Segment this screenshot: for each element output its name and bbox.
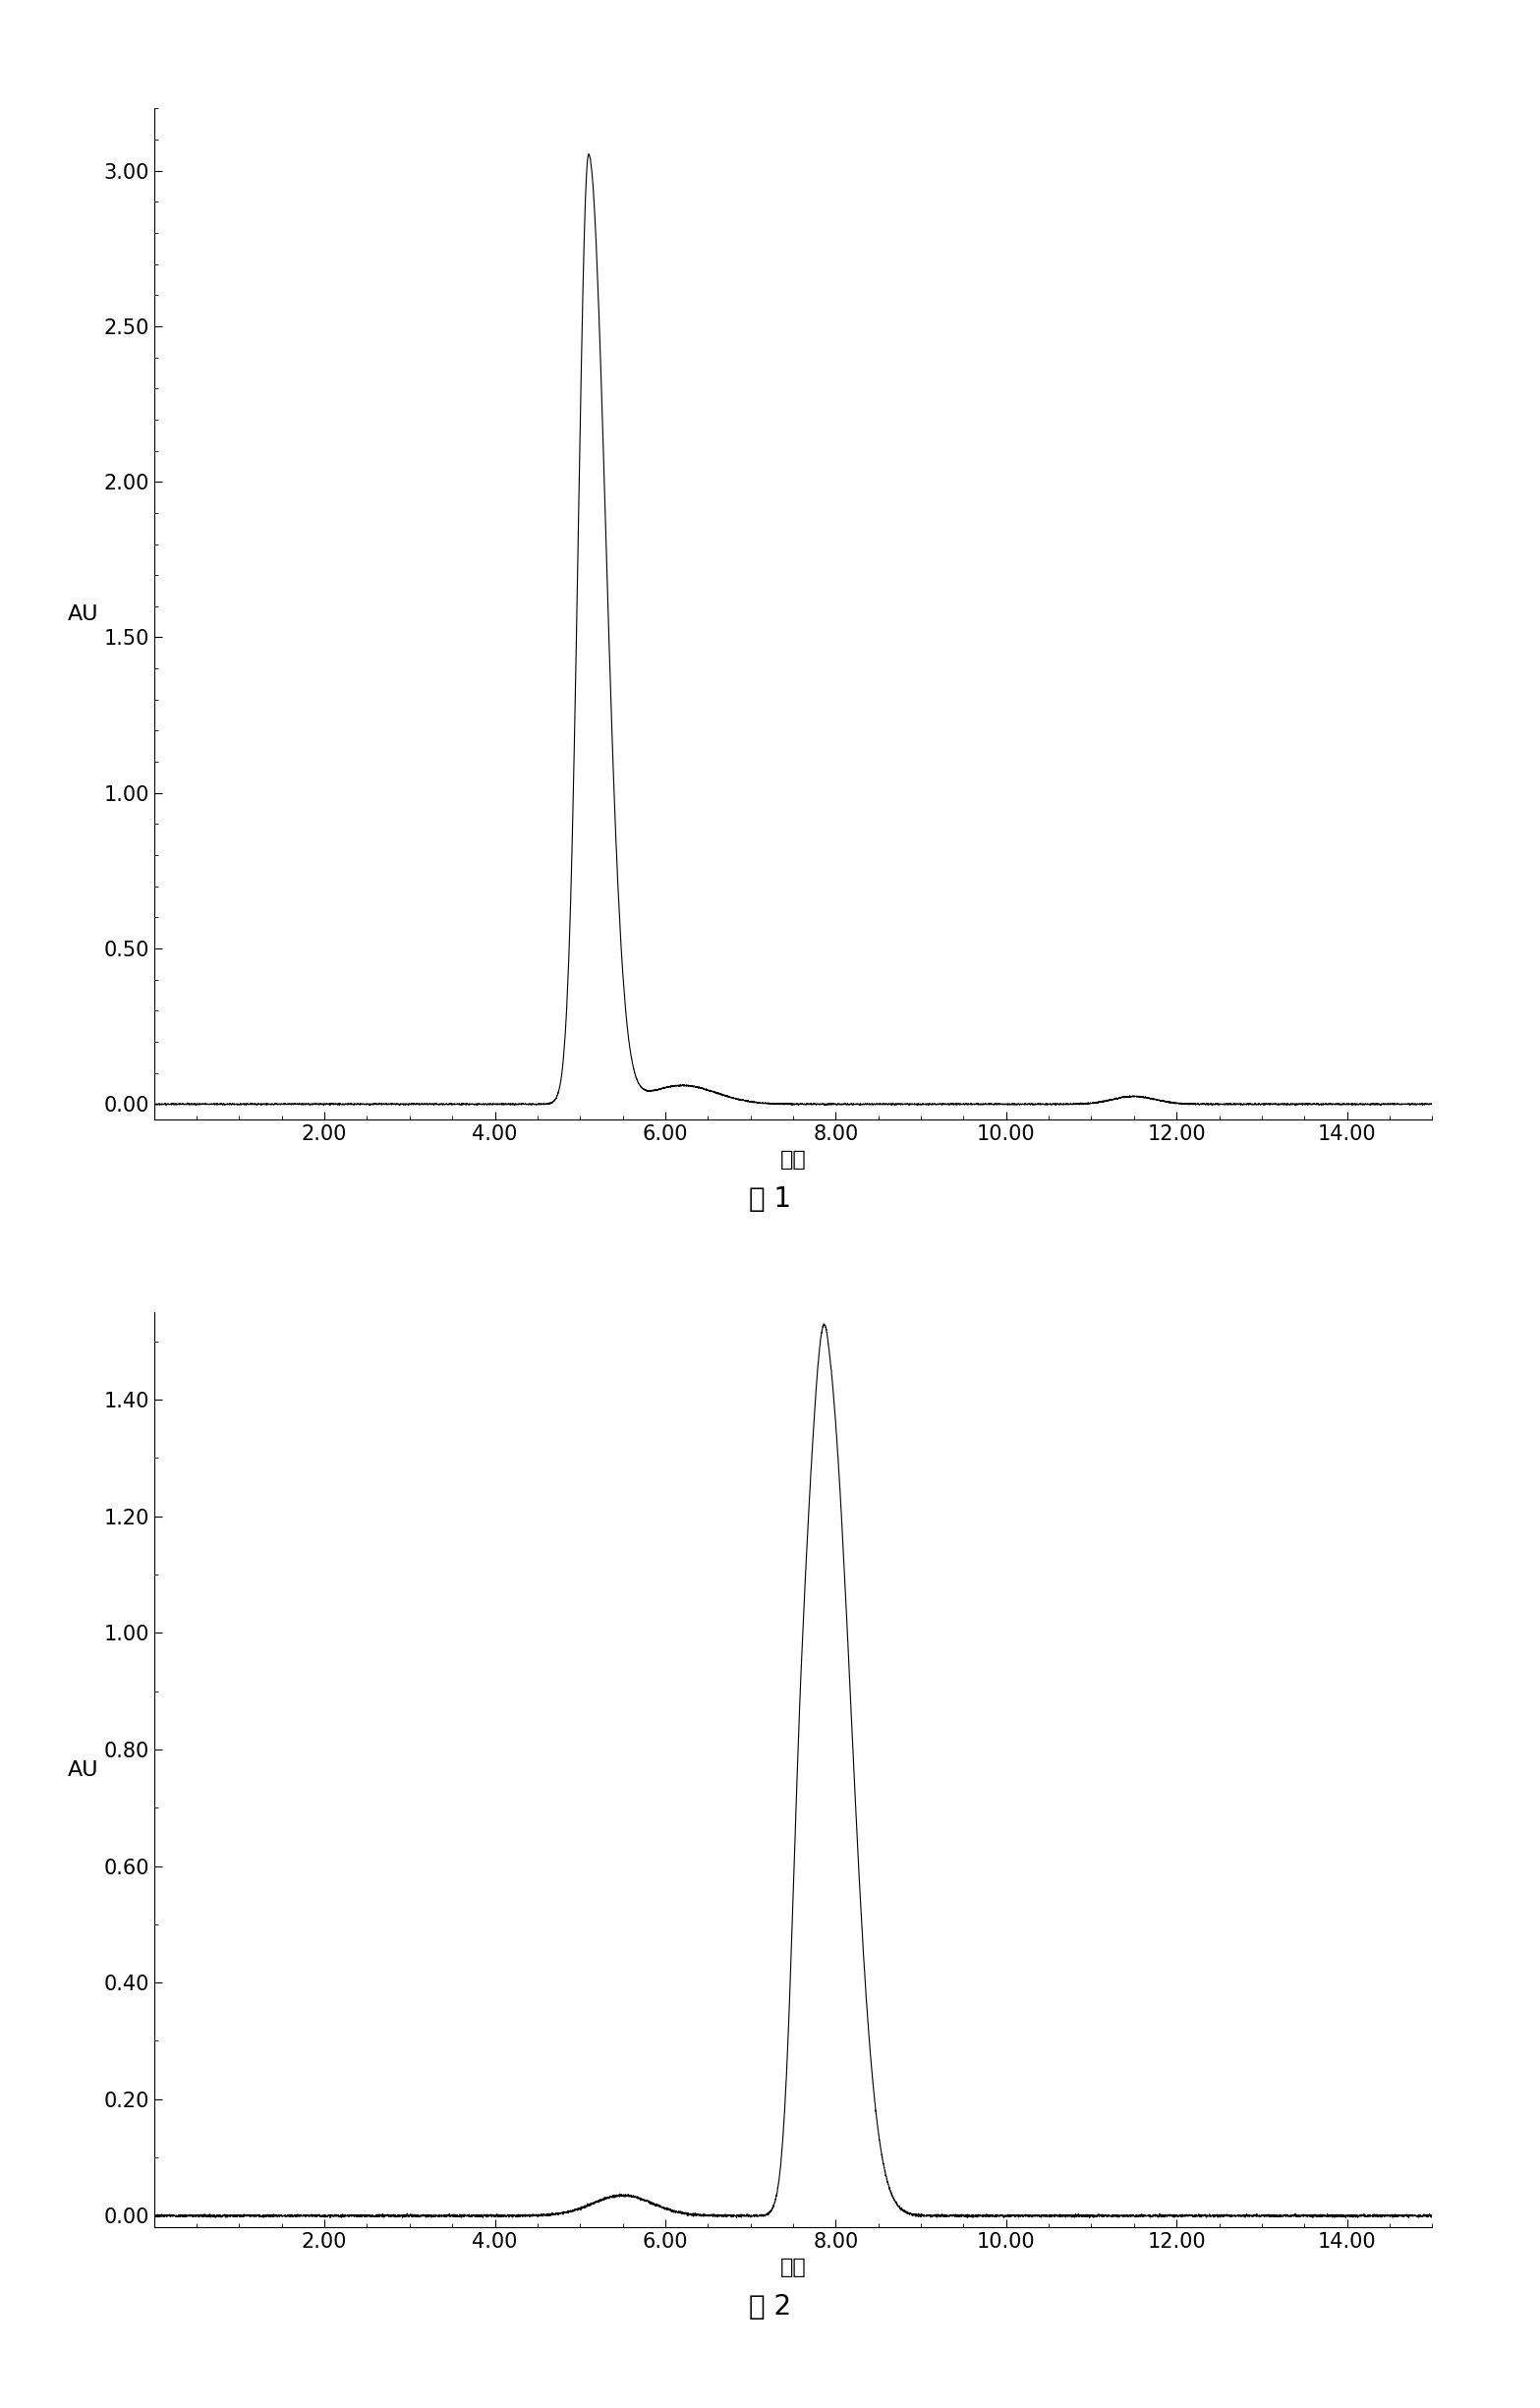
Y-axis label: AU: AU bbox=[68, 604, 99, 624]
Text: 图 2: 图 2 bbox=[748, 2292, 792, 2321]
Y-axis label: AU: AU bbox=[68, 1760, 99, 1780]
X-axis label: 分钟: 分钟 bbox=[779, 2256, 807, 2278]
X-axis label: 分钟: 分钟 bbox=[779, 1149, 807, 1170]
Text: 图 1: 图 1 bbox=[748, 1185, 792, 1214]
